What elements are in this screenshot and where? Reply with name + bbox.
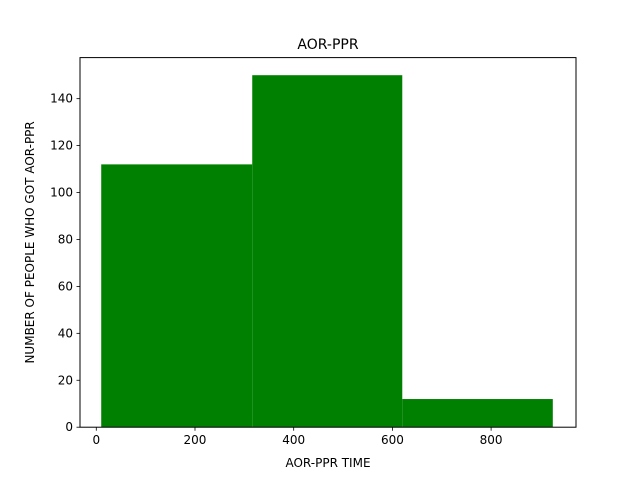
- chart-title: AOR-PPR: [297, 37, 358, 53]
- x-tick-label: 400: [282, 433, 305, 447]
- y-axis: 0 20 40 60 80 100 120 140: [50, 92, 80, 434]
- y-tick-label: 20: [58, 373, 73, 387]
- y-tick-label: 60: [58, 279, 73, 293]
- x-axis-label: AOR-PPR TIME: [285, 456, 370, 470]
- histogram-bar-2: [252, 75, 403, 428]
- histogram-bar-1: [101, 164, 253, 428]
- histogram-bar-3: [402, 399, 553, 428]
- plot-frame: [79, 57, 577, 428]
- x-axis: 0 200 400 600 800: [92, 427, 503, 447]
- y-tick-label: 140: [50, 92, 73, 106]
- y-tick-label: 0: [65, 420, 73, 434]
- y-tick-label: 80: [58, 232, 73, 246]
- y-tick-label: 120: [50, 139, 73, 153]
- y-tick-label: 100: [50, 186, 73, 200]
- x-tick-label: 200: [184, 433, 207, 447]
- x-tick-label: 800: [480, 433, 503, 447]
- y-tick-label: 40: [58, 326, 73, 340]
- bars-layer: [101, 75, 553, 428]
- x-tick-label: 0: [92, 433, 100, 447]
- y-axis-label: NUMBER OF PEOPLE WHO GOT AOR-PPR: [23, 121, 37, 363]
- x-tick-label: 600: [381, 433, 404, 447]
